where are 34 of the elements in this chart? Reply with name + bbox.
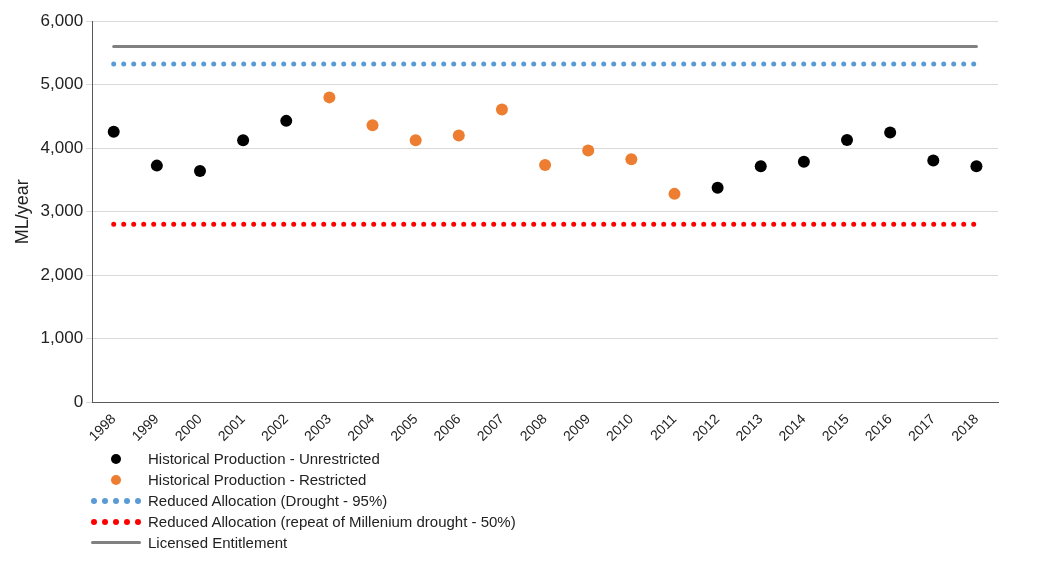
point bbox=[625, 153, 638, 166]
legend-label: Reduced Allocation (repeat of Millenium drought - 50%) bbox=[148, 512, 516, 532]
point bbox=[582, 144, 595, 157]
legend-label: Reduced Allocation (Drought - 95%) bbox=[148, 491, 388, 511]
y-tick-label: 6,000 bbox=[40, 10, 84, 30]
point bbox=[323, 91, 336, 104]
y-axis-title: ML/year bbox=[11, 179, 32, 245]
point bbox=[409, 134, 422, 147]
point bbox=[193, 165, 206, 178]
point bbox=[711, 181, 724, 194]
point bbox=[366, 119, 379, 132]
legend-label: Licensed Entitlement bbox=[148, 533, 288, 553]
point bbox=[754, 160, 767, 173]
point bbox=[884, 126, 897, 139]
legend-label: Historical Production - Restricted bbox=[148, 470, 367, 490]
point bbox=[280, 114, 293, 127]
y-tick-label: 5,000 bbox=[40, 74, 84, 94]
y-tick-label: 0 bbox=[73, 391, 84, 411]
point bbox=[237, 134, 250, 147]
point bbox=[927, 154, 940, 167]
legend-label: Historical Production - Unrestricted bbox=[148, 449, 380, 469]
point bbox=[150, 159, 163, 172]
point bbox=[668, 187, 681, 200]
y-tick-label: 3,000 bbox=[40, 201, 84, 221]
point bbox=[495, 103, 508, 116]
point bbox=[970, 160, 983, 173]
point bbox=[539, 158, 552, 171]
y-tick-label: 4,000 bbox=[40, 137, 84, 157]
point bbox=[841, 133, 854, 146]
point bbox=[797, 155, 810, 168]
point bbox=[452, 129, 465, 142]
point bbox=[107, 125, 120, 138]
y-tick-label: 1,000 bbox=[40, 328, 84, 348]
y-tick-label: 2,000 bbox=[40, 264, 84, 284]
